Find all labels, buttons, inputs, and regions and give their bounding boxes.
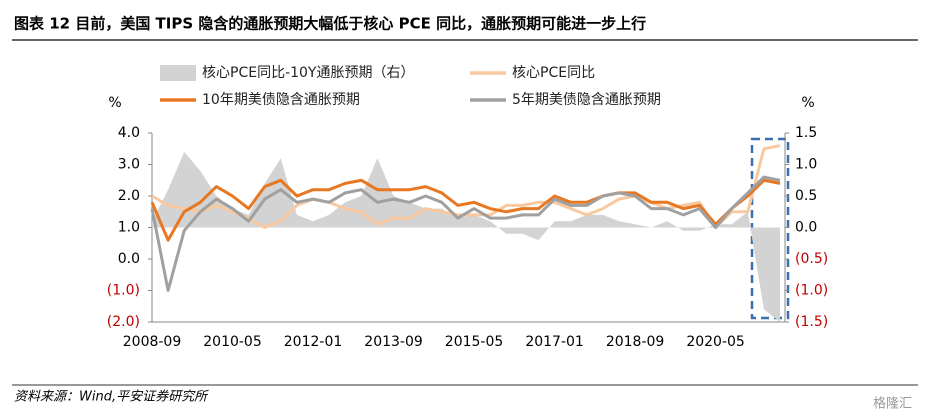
area-series [152, 151, 780, 322]
line-series [150, 178, 781, 242]
x-tick-label: 2012-01 [284, 334, 343, 350]
chart-title: 图表 12 目前，美国 TIPS 隐含的通胀预期大幅低于核心 PCE 同比，通胀… [14, 15, 646, 33]
y-tick-label: 1.0 [118, 220, 140, 236]
x-tick-label: 2017-01 [525, 334, 584, 350]
y2-tick-label: (0.5) [795, 251, 828, 267]
watermark: 格隆汇 [873, 396, 912, 412]
y2-tick-label: (1.0) [795, 283, 828, 299]
y-tick-label: 0.0 [118, 251, 140, 267]
y2-unit: % [801, 95, 814, 111]
y2-tick-label: 1.5 [795, 125, 817, 141]
source: 资料来源：Wind,平安证券研究所 [14, 389, 209, 405]
y2-tick-label: (1.5) [795, 314, 828, 330]
legend-label: 核心PCE同比 [512, 65, 595, 81]
legend-label: 10年期美债隐含通胀预期 [202, 92, 360, 108]
legend-label: 核心PCE同比-10Y通胀预期（右） [202, 65, 414, 81]
legend-label: 5年期美债隐含通胀预期 [512, 92, 661, 108]
y-tick-label: 3.0 [118, 157, 140, 173]
x-tick-label: 2015-05 [445, 334, 504, 350]
x-tick-label: 2020-05 [686, 334, 745, 350]
y-tick-label: 4.0 [118, 125, 140, 141]
y2-tick-label: 1.0 [795, 157, 817, 173]
y-tick-label: (2.0) [107, 314, 140, 330]
line-series [150, 175, 781, 292]
x-tick-label: 2013-09 [364, 334, 423, 350]
x-tick-label: 2010-05 [203, 334, 262, 350]
legend-swatch [160, 65, 196, 81]
x-tick-label: 2018-09 [606, 334, 665, 350]
y2-tick-label: 0.5 [795, 188, 817, 204]
y-tick-label: (1.0) [107, 283, 140, 299]
y-tick-label: 2.0 [118, 188, 140, 204]
x-tick-label: 2008-09 [123, 334, 182, 350]
y-unit: % [108, 95, 121, 111]
y2-tick-label: 0.0 [795, 220, 817, 236]
